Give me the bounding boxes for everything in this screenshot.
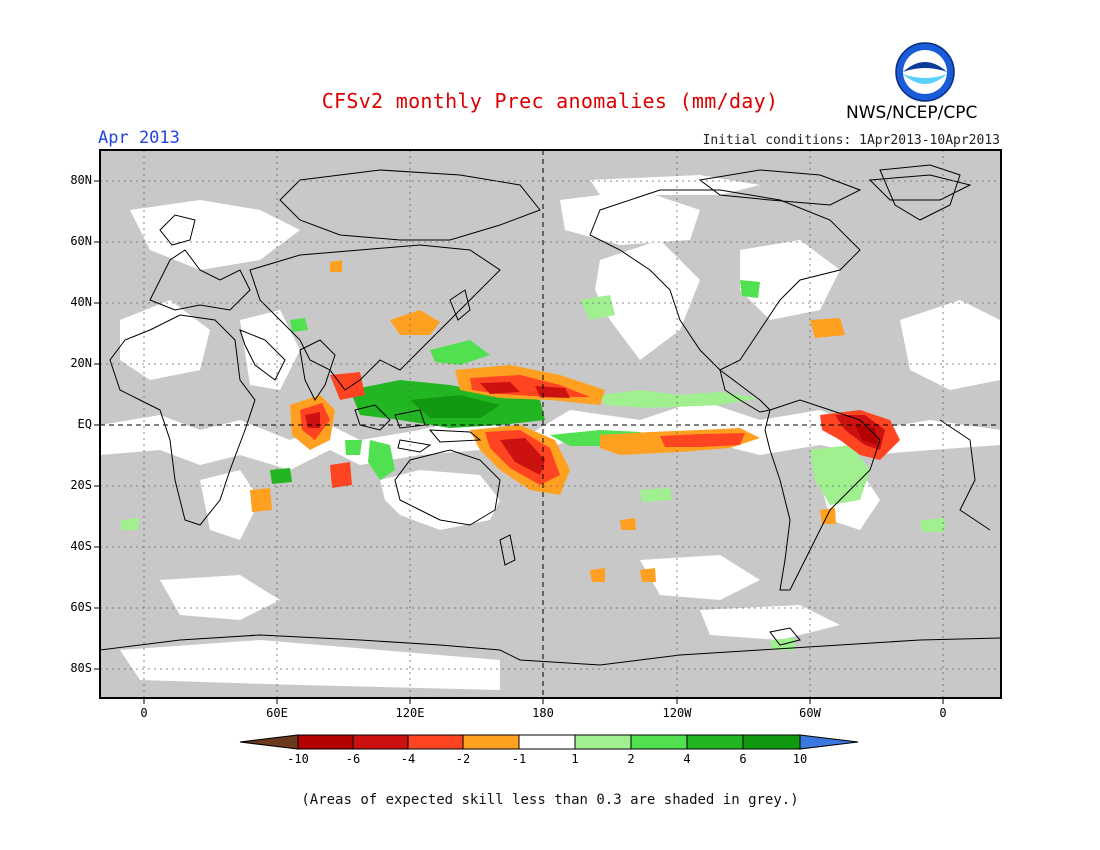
colorbar-segment-1 [297, 734, 354, 750]
lon-label: 60W [799, 706, 821, 720]
colorbar-segment-2 [352, 734, 409, 750]
lon-label: 180 [532, 706, 554, 720]
lat-label: 80N [70, 173, 92, 187]
colorbar-label: 2 [627, 752, 635, 766]
colorbar-label: 4 [683, 752, 691, 766]
colorbar-label: -10 [287, 752, 309, 766]
lat-label: EQ [77, 417, 92, 431]
colorbar-label: 6 [739, 752, 747, 766]
colorbar-label: -1 [511, 752, 527, 766]
colorbar-segment-4 [462, 734, 520, 750]
skill-footnote: (Areas of expected skill less than 0.3 a… [301, 792, 799, 808]
colorbar-segment-above-max [799, 734, 859, 750]
colorbar-label: -6 [345, 752, 361, 766]
colorbar-segment-below-min [239, 734, 299, 750]
lon-label: 60E [266, 706, 288, 720]
equator-dateline [100, 150, 1001, 698]
noaa-logo [895, 42, 955, 102]
agency-label: NWS/NCEP/CPC [846, 103, 978, 123]
lat-label: 20N [70, 356, 92, 370]
colorbar-segment-7 [630, 734, 688, 750]
lat-label: 80S [70, 661, 92, 675]
lat-label: 60N [70, 234, 92, 248]
colorbar-label: 10 [792, 752, 808, 766]
colorbar-segment-5 [518, 734, 576, 750]
white-regions [100, 175, 1001, 690]
colorbar-segment-8 [686, 734, 744, 750]
axis-ticks [94, 180, 944, 704]
lon-label: 0 [939, 706, 947, 720]
colorbar [239, 734, 859, 750]
colorbar-label: 1 [571, 752, 579, 766]
colorbar-label: -4 [400, 752, 416, 766]
initial-conditions-label: Initial conditions: 1Apr2013-10Apr2013 [702, 133, 1000, 148]
colorbar-segment-6 [574, 734, 632, 750]
chart-title: CFSv2 monthly Prec anomalies (mm/day) [321, 89, 779, 113]
lon-label: 120E [395, 706, 425, 720]
colorbar-label: -2 [455, 752, 471, 766]
lat-label: 40N [70, 295, 92, 309]
period-label: Apr 2013 [98, 128, 180, 148]
lat-lon-grid [100, 150, 1001, 698]
colorbar-segment-9 [742, 734, 801, 750]
map-frame [99, 149, 1002, 699]
lat-label: 60S [70, 600, 92, 614]
lat-label: 20S [70, 478, 92, 492]
colorbar-segment-3 [407, 734, 464, 750]
lon-label: 120W [662, 706, 692, 720]
negative-anomalies [250, 260, 900, 582]
lon-label: 0 [140, 706, 148, 720]
lat-label: 40S [70, 539, 92, 553]
coastlines [100, 164, 1001, 666]
positive-anomalies [120, 280, 945, 650]
